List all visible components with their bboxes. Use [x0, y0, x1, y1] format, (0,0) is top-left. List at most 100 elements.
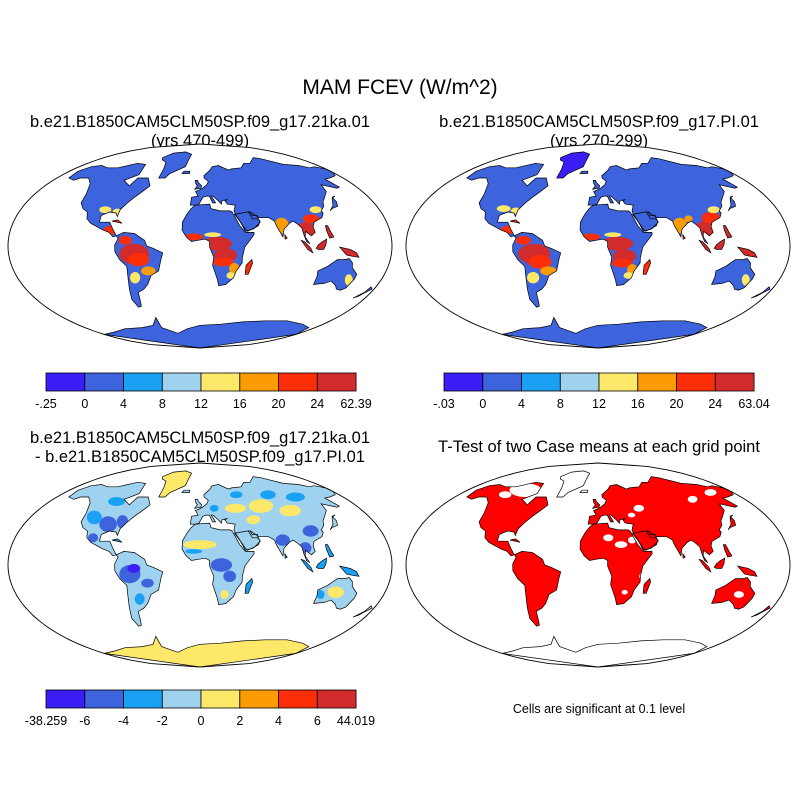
- map-panel-ttest: [405, 462, 791, 668]
- field-cell: [220, 590, 229, 599]
- colorbar-label: 44.019: [337, 714, 375, 728]
- map-border: [7, 143, 393, 349]
- non-significant-cell: [499, 491, 512, 499]
- coastline-sri-lanka: [682, 552, 686, 559]
- coastline-sumatra: [698, 558, 712, 573]
- land-arabia-outline: [632, 212, 659, 232]
- significant-arabia-outline: [632, 531, 659, 551]
- colorbar-label: -.25: [35, 397, 57, 411]
- colorbar-label: 12: [194, 397, 208, 411]
- coastline-japan: [727, 514, 737, 531]
- colorbar-swatch: [200, 689, 241, 709]
- non-significant-cell: [704, 489, 717, 496]
- field-cell: [611, 258, 633, 268]
- colorbar-label: -4: [118, 714, 129, 728]
- panel1-title-line1: b.e21.B1850CAM5CLM50SP.f09_g17.21ka.01: [29, 113, 371, 131]
- map-panel-case1: [7, 143, 393, 349]
- coastline-japan: [329, 195, 339, 212]
- map-border: [405, 462, 791, 668]
- colorbar-label: 62.39: [340, 397, 371, 411]
- map-panel-difference: [7, 462, 393, 668]
- significant-madagascar: [643, 578, 651, 594]
- coastline-iceland: [181, 170, 191, 174]
- land-philippines: [325, 225, 334, 239]
- coastline-new-guinea: [338, 246, 360, 258]
- field-anomalies: [86, 476, 344, 626]
- colorbar-swatch: [443, 372, 484, 392]
- land-antarctica: [104, 636, 309, 667]
- coastline-new-guinea: [736, 246, 758, 258]
- significant-north-america: [466, 482, 548, 556]
- colorbar-label: 8: [159, 397, 166, 411]
- panel2-title-line1: b.e21.B1850CAM5CLM50SP.f09_g17.PI.01: [439, 113, 759, 131]
- colorbar-case2: -.03 0 4 8 12 16 20 24 63.04: [433, 372, 770, 411]
- field-cell: [226, 272, 235, 279]
- field-cell: [128, 252, 150, 267]
- land-philippines: [723, 225, 732, 239]
- coastline-eurasia: [587, 157, 739, 244]
- colorbar-case1: -.25 0 4 8 12 16 20 24 62.39: [35, 372, 372, 411]
- coastline-greenland: [158, 470, 193, 498]
- colorbar-label: 16: [233, 397, 247, 411]
- field-cell: [316, 590, 325, 599]
- coastline-antarctica: [104, 635, 310, 667]
- field-cell: [707, 206, 720, 214]
- colorbar-swatch: [559, 372, 600, 392]
- panel4-title: T-Test of two Case means at each grid po…: [438, 438, 760, 456]
- field-cell: [184, 233, 204, 241]
- land-north-america: [68, 163, 150, 237]
- land-philippines: [325, 544, 334, 558]
- coastline-japan: [329, 514, 339, 531]
- field-cell: [141, 578, 154, 588]
- colorbar-swatch: [278, 689, 318, 709]
- field-cell: [496, 205, 511, 213]
- coastlines: [466, 470, 771, 667]
- coastline-eurasia: [189, 157, 341, 244]
- coastline-eurasia: [587, 476, 739, 563]
- colorbar-label: -6: [79, 714, 90, 728]
- land-british-isles: [194, 180, 202, 190]
- field-cell: [260, 490, 276, 500]
- colorbar-swatch: [316, 372, 357, 392]
- field-cell: [302, 525, 319, 537]
- coastline-new-zealand: [352, 605, 373, 618]
- coastline-cuba: [112, 538, 123, 543]
- significant-british-isles: [592, 499, 600, 509]
- coastline-australia: [711, 258, 756, 291]
- colorbar-swatch: [239, 689, 280, 709]
- colorbar-swatch: [161, 689, 202, 709]
- coastline-new-zealand: [352, 286, 373, 299]
- non-significant-cell: [633, 504, 645, 512]
- land-british-isles: [194, 499, 202, 509]
- field-cell: [86, 510, 102, 525]
- field-cell: [246, 515, 261, 525]
- colorbar-label: 0: [479, 397, 486, 411]
- colorbar-swatch: [84, 689, 125, 709]
- coastline-australia: [711, 577, 756, 610]
- significant-eurasia: [588, 476, 738, 563]
- colorbar-swatch: [239, 372, 280, 392]
- land-madagascar: [245, 578, 253, 594]
- colorbar-swatch: [714, 372, 755, 392]
- field-cell: [224, 503, 247, 513]
- coastline-iceland: [579, 489, 589, 493]
- land-arabia-outline: [234, 531, 261, 551]
- colorbar-swatch: [45, 372, 86, 392]
- coastline-new-guinea: [736, 565, 758, 577]
- field-cell: [528, 255, 552, 269]
- non-significant-cell: [687, 495, 698, 503]
- land-antarctica: [502, 317, 707, 348]
- colorbar-label: 0: [81, 397, 88, 411]
- coastline-south-america: [512, 551, 562, 627]
- coastline-new-zealand: [750, 286, 771, 299]
- land-arabia-outline: [234, 212, 261, 232]
- non-significant-cell: [621, 589, 628, 595]
- coastline-madagascar: [244, 258, 253, 275]
- coastline-south-america: [114, 551, 164, 627]
- colorbar-label: 4: [120, 397, 127, 411]
- coastline-north-america: [68, 481, 151, 557]
- field-cell: [604, 232, 622, 237]
- coastline-cuba: [510, 538, 521, 543]
- coastline-borneo: [315, 238, 328, 250]
- field-cell: [88, 533, 99, 543]
